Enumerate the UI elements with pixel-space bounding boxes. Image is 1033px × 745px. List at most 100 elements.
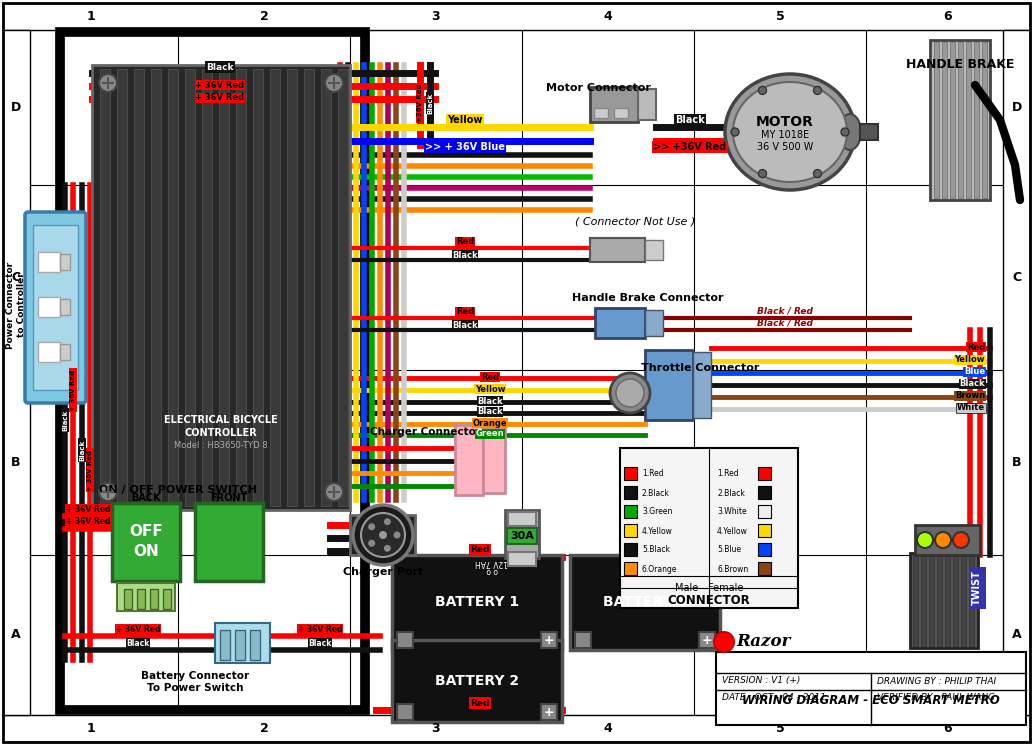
Text: Black: Black: [477, 408, 503, 416]
Text: 2: 2: [259, 721, 269, 735]
Bar: [974, 42, 979, 198]
Bar: [915, 525, 980, 555]
Text: 6: 6: [944, 721, 952, 735]
Bar: [287, 69, 298, 506]
Bar: [860, 124, 878, 140]
Bar: [508, 512, 536, 526]
Text: + 36V Red: + 36V Red: [66, 504, 111, 513]
Text: VERSION : V1 (+): VERSION : V1 (+): [722, 676, 801, 685]
Bar: [253, 69, 263, 506]
Bar: [215, 623, 270, 663]
Bar: [3, 30, 30, 715]
Bar: [150, 589, 158, 609]
Bar: [624, 467, 637, 480]
Text: Orange: Orange: [473, 419, 507, 428]
Circle shape: [841, 128, 849, 136]
Text: 3: 3: [432, 721, 440, 735]
Bar: [60, 344, 70, 360]
Circle shape: [611, 373, 650, 413]
Text: o o: o o: [649, 566, 661, 575]
Text: C: C: [1012, 271, 1022, 284]
Text: ON: ON: [133, 545, 159, 559]
Bar: [645, 310, 663, 336]
Bar: [624, 543, 637, 556]
Circle shape: [731, 128, 739, 136]
Text: 5: 5: [776, 721, 784, 735]
Text: 2.Black: 2.Black: [717, 489, 745, 498]
Text: +: +: [543, 706, 555, 718]
Text: + 36V Red: + 36V Red: [298, 624, 342, 633]
Text: 4: 4: [603, 721, 613, 735]
Text: 1: 1: [86, 721, 95, 735]
Text: 2.Black: 2.Black: [641, 489, 669, 498]
Bar: [338, 69, 348, 506]
Text: Yellow: Yellow: [954, 355, 985, 364]
Text: D: D: [1012, 101, 1022, 114]
Circle shape: [384, 545, 390, 552]
Bar: [38, 297, 60, 317]
Bar: [693, 352, 711, 418]
Bar: [392, 555, 562, 650]
Bar: [38, 342, 60, 362]
Bar: [455, 425, 483, 495]
Text: + 36V Red: + 36V Red: [70, 370, 76, 410]
Bar: [594, 108, 608, 118]
Text: CONTROLLER: CONTROLLER: [185, 428, 257, 438]
Bar: [699, 632, 715, 648]
Bar: [112, 503, 180, 581]
Bar: [1003, 30, 1030, 715]
Bar: [100, 69, 109, 506]
Bar: [270, 69, 280, 506]
Text: Black: Black: [126, 638, 150, 647]
Bar: [757, 562, 771, 575]
Bar: [508, 552, 536, 566]
Bar: [969, 555, 974, 646]
Text: Red: Red: [967, 343, 985, 352]
Bar: [958, 42, 963, 198]
Text: Black: Black: [427, 92, 433, 114]
Bar: [304, 69, 314, 506]
Text: Blue: Blue: [964, 367, 985, 376]
Circle shape: [325, 74, 343, 92]
Text: +: +: [543, 633, 555, 647]
Text: +: +: [701, 633, 713, 647]
Text: Black: Black: [477, 396, 503, 405]
Bar: [350, 515, 415, 555]
Bar: [624, 486, 637, 499]
Ellipse shape: [839, 114, 860, 150]
Bar: [541, 704, 557, 720]
Circle shape: [361, 513, 405, 557]
Text: + 36V Red: + 36V Red: [87, 449, 93, 490]
Text: 4: 4: [603, 10, 613, 24]
Text: BACK: BACK: [131, 493, 161, 503]
Text: 3: 3: [432, 10, 440, 24]
Text: Red: Red: [456, 238, 474, 247]
Text: 2: 2: [259, 10, 269, 24]
Bar: [595, 308, 645, 338]
Text: 30A: 30A: [510, 531, 534, 541]
Bar: [202, 69, 212, 506]
Bar: [124, 589, 132, 609]
Text: BATTERY 2: BATTERY 2: [435, 674, 519, 688]
Text: FRONT: FRONT: [211, 493, 248, 503]
Text: 36 V 500 W: 36 V 500 W: [757, 142, 813, 152]
Text: 1: 1: [86, 10, 95, 24]
Circle shape: [953, 532, 969, 548]
Text: BATTERY 3: BATTERY 3: [603, 595, 687, 609]
Circle shape: [814, 86, 821, 95]
Bar: [220, 630, 230, 660]
Circle shape: [368, 523, 375, 530]
Ellipse shape: [733, 82, 847, 182]
Text: 6.Brown: 6.Brown: [717, 565, 748, 574]
Bar: [505, 510, 539, 558]
Bar: [134, 69, 144, 506]
Text: +36V Red: +36V Red: [417, 83, 422, 122]
Bar: [321, 69, 331, 506]
Text: ( Connector Not Use ): ( Connector Not Use ): [575, 217, 695, 227]
Text: Black: Black: [960, 379, 985, 388]
Bar: [219, 69, 229, 506]
Circle shape: [935, 532, 951, 548]
Bar: [163, 589, 171, 609]
Text: 3.Green: 3.Green: [641, 507, 672, 516]
Bar: [757, 543, 771, 556]
